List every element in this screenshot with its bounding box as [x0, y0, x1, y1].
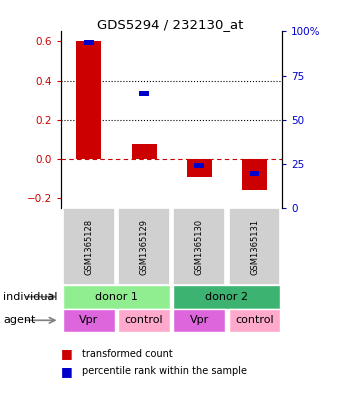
Bar — [250, 171, 259, 176]
Text: agent: agent — [3, 315, 36, 325]
Text: control: control — [235, 315, 274, 325]
Text: donor 1: donor 1 — [95, 292, 138, 302]
Text: GSM1365128: GSM1365128 — [84, 219, 93, 275]
Bar — [84, 40, 94, 45]
Text: Vpr: Vpr — [79, 315, 99, 325]
Text: GSM1365129: GSM1365129 — [140, 219, 149, 275]
Text: control: control — [125, 315, 164, 325]
Text: GSM1365130: GSM1365130 — [195, 219, 204, 275]
Text: percentile rank within the sample: percentile rank within the sample — [82, 366, 246, 376]
Text: individual: individual — [3, 292, 58, 302]
Bar — [242, 159, 267, 190]
Bar — [194, 163, 204, 167]
Text: ■: ■ — [61, 365, 73, 378]
Bar — [187, 159, 212, 177]
Text: transformed count: transformed count — [82, 349, 172, 359]
Text: ■: ■ — [61, 347, 73, 360]
Bar — [76, 41, 101, 159]
Text: GDS5294 / 232130_at: GDS5294 / 232130_at — [97, 18, 243, 31]
Text: donor 2: donor 2 — [205, 292, 249, 302]
Bar — [132, 144, 156, 159]
Text: GSM1365131: GSM1365131 — [250, 219, 259, 275]
Text: Vpr: Vpr — [190, 315, 209, 325]
Bar — [139, 91, 149, 96]
